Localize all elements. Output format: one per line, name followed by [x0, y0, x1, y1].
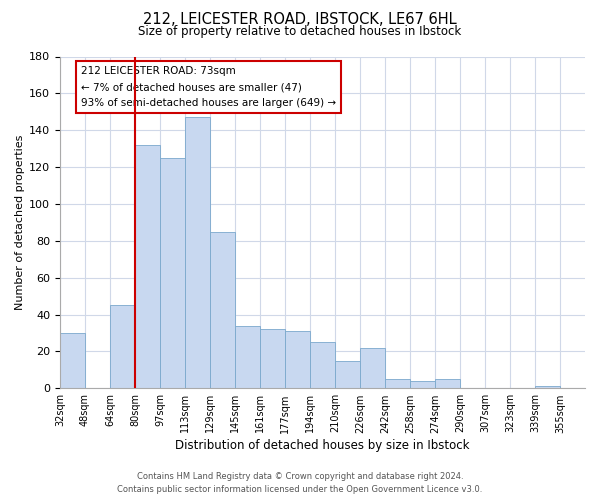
Bar [110, 306, 135, 388]
Bar [285, 331, 310, 388]
Bar [360, 348, 385, 389]
Bar [435, 379, 460, 388]
Bar [385, 379, 410, 388]
Text: Size of property relative to detached houses in Ibstock: Size of property relative to detached ho… [139, 25, 461, 38]
Text: Contains HM Land Registry data © Crown copyright and database right 2024.
Contai: Contains HM Land Registry data © Crown c… [118, 472, 482, 494]
Bar [235, 326, 260, 388]
Bar [210, 232, 235, 388]
Text: 212, LEICESTER ROAD, IBSTOCK, LE67 6HL: 212, LEICESTER ROAD, IBSTOCK, LE67 6HL [143, 12, 457, 28]
Y-axis label: Number of detached properties: Number of detached properties [15, 134, 25, 310]
Bar [535, 386, 560, 388]
Bar [60, 333, 85, 388]
Bar [310, 342, 335, 388]
X-axis label: Distribution of detached houses by size in Ibstock: Distribution of detached houses by size … [175, 440, 470, 452]
Bar [260, 330, 285, 388]
Bar [410, 381, 435, 388]
Bar [160, 158, 185, 388]
Bar [185, 118, 210, 388]
Bar [135, 145, 160, 388]
Bar [335, 360, 360, 388]
Text: 212 LEICESTER ROAD: 73sqm
← 7% of detached houses are smaller (47)
93% of semi-d: 212 LEICESTER ROAD: 73sqm ← 7% of detach… [81, 66, 336, 108]
